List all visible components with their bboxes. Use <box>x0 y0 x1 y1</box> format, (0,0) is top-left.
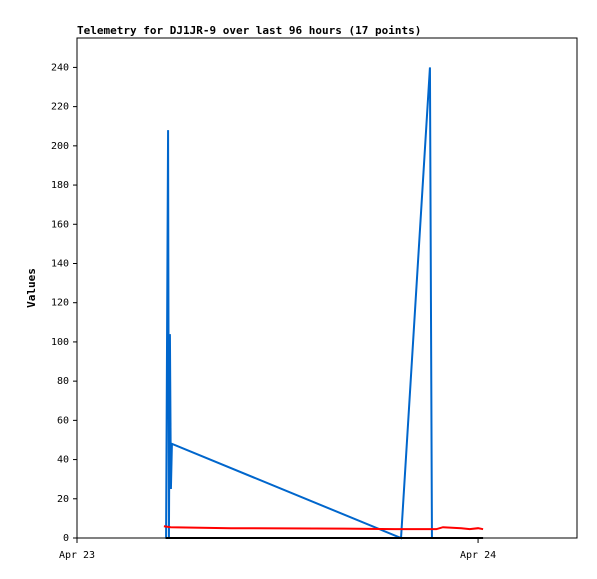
y-tick-label: 200 <box>51 141 69 152</box>
y-tick-label: 140 <box>51 258 69 269</box>
chart-title: Telemetry for DJ1JR-9 over last 96 hours… <box>77 24 421 37</box>
y-tick-label: 80 <box>57 376 69 387</box>
y-tick-label: 60 <box>57 415 69 426</box>
y-tick-label: 20 <box>57 494 69 505</box>
series-line <box>163 525 484 531</box>
y-tick-label: 240 <box>51 62 69 73</box>
series-line <box>165 67 433 540</box>
y-tick-label: 180 <box>51 180 69 191</box>
y-axis-label: Values <box>25 268 38 308</box>
x-tick-label: Apr 23 <box>59 550 95 561</box>
y-tick-label: 40 <box>57 455 69 466</box>
plot-frame <box>76 37 578 539</box>
x-tick-label: Apr 24 <box>460 550 496 561</box>
y-tick-label: 120 <box>51 298 69 309</box>
y-tick-label: 100 <box>51 337 69 348</box>
y-tick-label: 0 <box>63 533 69 544</box>
y-tick-label: 160 <box>51 219 69 230</box>
y-tick-label: 220 <box>51 102 69 113</box>
